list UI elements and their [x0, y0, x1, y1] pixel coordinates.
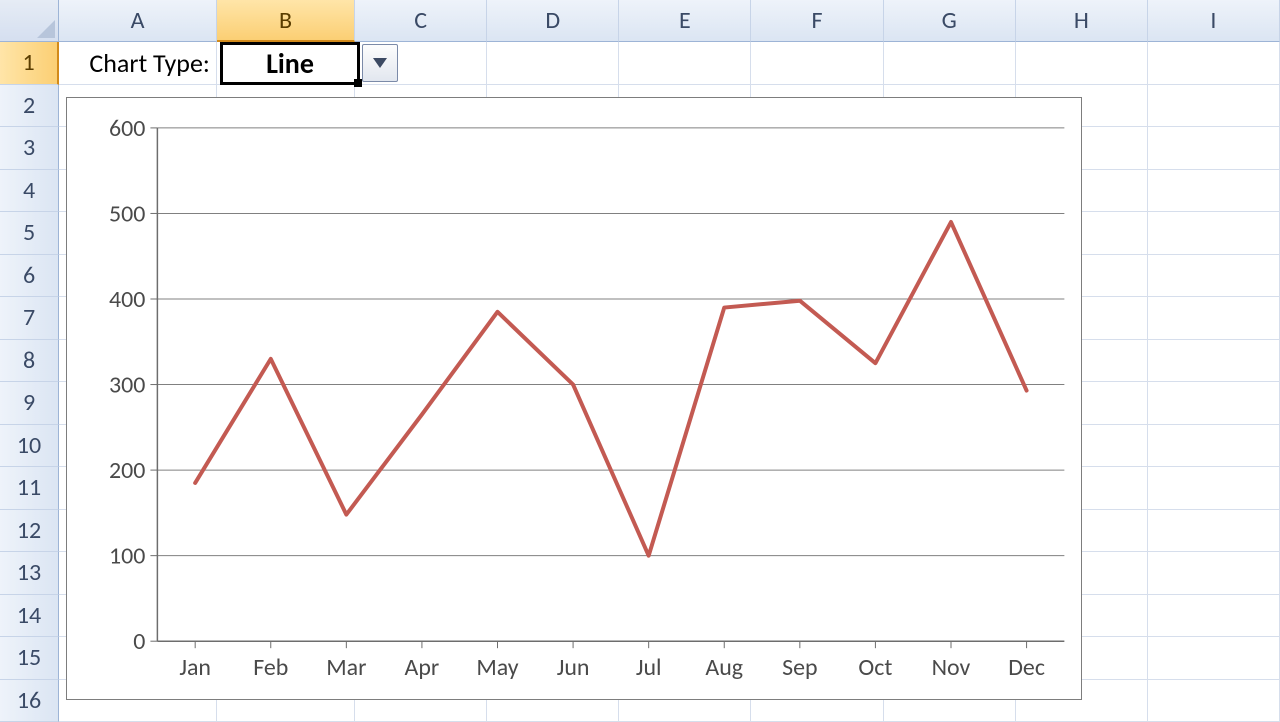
- cell-I16[interactable]: [1148, 680, 1280, 722]
- svg-text:Oct: Oct: [858, 653, 892, 682]
- cell-I12[interactable]: [1148, 510, 1280, 553]
- cell-I4[interactable]: [1148, 170, 1280, 213]
- cell-B1-selected[interactable]: Line: [220, 42, 360, 85]
- row-header-11[interactable]: 11: [0, 467, 59, 510]
- fill-handle[interactable]: [354, 79, 362, 87]
- col-header-G[interactable]: G: [884, 0, 1016, 42]
- row-header-7[interactable]: 7: [0, 297, 59, 340]
- line-chart[interactable]: 0 100 200 300 400 500 600 Jan Feb Mar Apr May Jun Jul…: [66, 97, 1082, 700]
- row-header-10[interactable]: 10: [0, 425, 59, 468]
- cell-I3[interactable]: [1148, 127, 1280, 170]
- svg-text:Sep: Sep: [782, 653, 817, 682]
- svg-text:100: 100: [109, 542, 145, 571]
- cell-I14[interactable]: [1148, 595, 1280, 638]
- row-header-6[interactable]: 6: [0, 255, 59, 298]
- col-header-I[interactable]: I: [1148, 0, 1280, 42]
- svg-text:500: 500: [109, 199, 145, 228]
- svg-text:Jun: Jun: [557, 653, 590, 682]
- row-header-1[interactable]: 1: [0, 42, 59, 85]
- col-header-C[interactable]: C: [355, 0, 487, 42]
- cell-D1[interactable]: [487, 42, 619, 85]
- cell-E1[interactable]: [619, 42, 751, 85]
- cell-I2[interactable]: [1148, 85, 1280, 128]
- cell-H1[interactable]: [1016, 42, 1148, 85]
- svg-text:Mar: Mar: [326, 653, 366, 682]
- cell-I6[interactable]: [1148, 255, 1280, 298]
- col-header-E[interactable]: E: [619, 0, 751, 42]
- svg-text:Jul: Jul: [636, 653, 662, 682]
- cell-I1[interactable]: [1148, 42, 1280, 85]
- row-header-16[interactable]: 16: [0, 680, 59, 722]
- svg-text:0: 0: [133, 627, 145, 656]
- col-header-B[interactable]: B: [217, 0, 355, 42]
- row-header-3[interactable]: 3: [0, 127, 59, 170]
- row-header-5[interactable]: 5: [0, 212, 59, 255]
- cell-F1[interactable]: [751, 42, 883, 85]
- svg-text:May: May: [476, 653, 518, 682]
- svg-text:600: 600: [109, 114, 145, 143]
- row-header-4[interactable]: 4: [0, 170, 59, 213]
- row-header-8[interactable]: 8: [0, 340, 59, 383]
- svg-text:200: 200: [109, 456, 145, 485]
- cell-A1[interactable]: Chart Type:: [59, 42, 217, 85]
- svg-text:Apr: Apr: [405, 653, 440, 682]
- col-header-F[interactable]: F: [751, 0, 883, 42]
- cell-I8[interactable]: [1148, 340, 1280, 383]
- col-header-A[interactable]: A: [59, 0, 217, 42]
- cell-I9[interactable]: [1148, 382, 1280, 425]
- cell-B1-value: Line: [266, 46, 314, 81]
- col-header-H[interactable]: H: [1016, 0, 1148, 42]
- row-header-12[interactable]: 12: [0, 510, 59, 553]
- row-header-14[interactable]: 14: [0, 595, 59, 638]
- cell-I7[interactable]: [1148, 297, 1280, 340]
- cell-I11[interactable]: [1148, 467, 1280, 510]
- svg-text:Nov: Nov: [932, 653, 971, 682]
- svg-text:Aug: Aug: [705, 653, 743, 682]
- cell-I5[interactable]: [1148, 212, 1280, 255]
- chart-svg: 0 100 200 300 400 500 600 Jan Feb Mar Apr May Jun Jul…: [67, 98, 1081, 699]
- cell-I13[interactable]: [1148, 552, 1280, 595]
- data-validation-dropdown-button[interactable]: [362, 44, 398, 82]
- svg-text:Feb: Feb: [253, 653, 288, 682]
- svg-text:300: 300: [109, 371, 145, 400]
- row-header-2[interactable]: 2: [0, 85, 59, 128]
- cell-I10[interactable]: [1148, 425, 1280, 468]
- cell-I15[interactable]: [1148, 637, 1280, 680]
- col-header-D[interactable]: D: [487, 0, 619, 42]
- row-header-15[interactable]: 15: [0, 637, 59, 680]
- row-header-13[interactable]: 13: [0, 552, 59, 595]
- svg-text:Dec: Dec: [1008, 653, 1045, 682]
- column-headers: ABCDEFGHI: [0, 0, 1280, 42]
- row-header-9[interactable]: 9: [0, 382, 59, 425]
- cell-G1[interactable]: [884, 42, 1016, 85]
- select-all-corner[interactable]: [0, 0, 59, 42]
- svg-text:Jan: Jan: [179, 653, 211, 682]
- svg-text:400: 400: [109, 285, 145, 314]
